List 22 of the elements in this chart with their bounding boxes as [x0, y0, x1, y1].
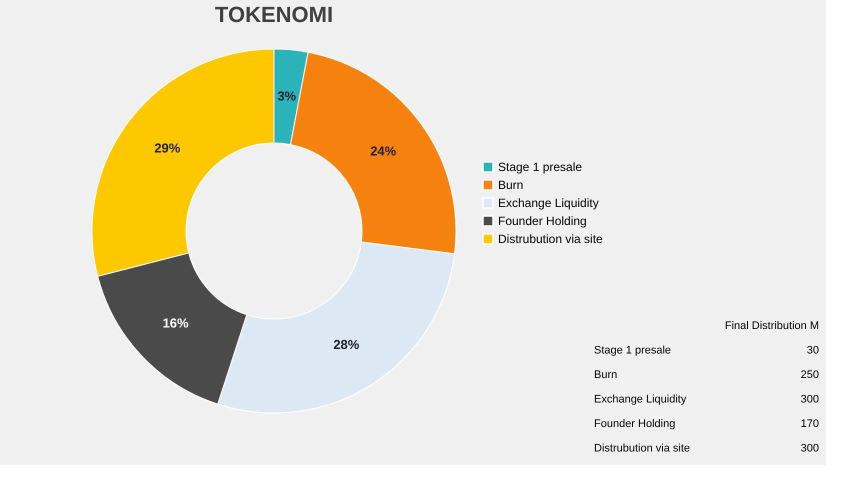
legend-label: Distrubution via site [498, 232, 604, 246]
data-label: 300 [800, 394, 819, 406]
text: Final Distribution M [724, 320, 819, 332]
category-label: Burn [594, 369, 618, 381]
legend-label: Founder Holding [498, 214, 587, 228]
data-label: 170 [800, 418, 819, 430]
category-label: Distrubution via site [594, 442, 690, 455]
data-label: 3% [277, 88, 297, 104]
data-label: 30 [806, 344, 819, 356]
data-label: 28% [333, 336, 360, 352]
data-label: 300 [800, 442, 819, 455]
legend-label: Exchange Liquidity [498, 196, 599, 210]
data-label: 24% [370, 144, 397, 159]
category-label: Founder Holding [594, 418, 676, 430]
category-label: Exchange Liquidity [594, 394, 687, 406]
data-label: 16% [162, 315, 190, 330]
legend-label: Burn [498, 178, 524, 192]
data-label: 250 [800, 369, 819, 381]
legend-label: Stage 1 presale [498, 160, 582, 174]
category-label: Stage 1 presale [594, 344, 672, 356]
chart-title: TOKENOMI [214, 2, 334, 27]
data-label: 29% [154, 140, 181, 156]
